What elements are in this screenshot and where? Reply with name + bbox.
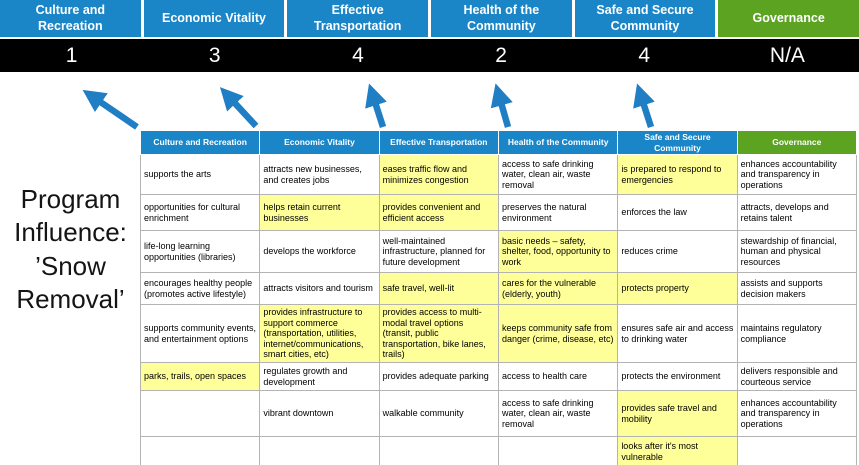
matrix-header-culture-and-recreation: Culture and Recreation (139, 130, 261, 155)
matrix-table: Culture and Recreation Economic Vitality E… (139, 130, 858, 465)
matrix-cell-r2c1: opportunities for cultural enrichment (139, 194, 261, 231)
matrix-row-6: parks, trails, open spaces regulates grow… (139, 362, 858, 392)
matrix-cell-r2c2: helps retain current businesses (259, 194, 380, 231)
matrix-row-4: encourages healthy people (promotes acti… (139, 272, 858, 305)
pillar-header-economic-vitality: Economic Vitality (143, 0, 285, 37)
matrix-cell-r8c6 (736, 436, 858, 465)
matrix-cell-r8c3 (378, 436, 499, 465)
matrix-cell-r3c4: basic needs – safety, shelter, food, opp… (497, 230, 619, 273)
influence-arrow-1 (82, 89, 139, 130)
matrix-cell-r4c6: assists and supports decision makers (736, 272, 858, 305)
matrix-cell-r4c3: safe travel, well-lit (378, 272, 499, 305)
matrix-cell-r2c5: enforces the law (617, 194, 738, 231)
matrix-cell-r7c4: access to safe drinking water, clean air… (497, 390, 619, 438)
matrix-row-3: life-long learning opportunities (librar… (139, 230, 858, 273)
program-influence-label: Program Influence: ’Snow Removal’ (14, 184, 127, 314)
matrix-row-5: supports community events, and entertain… (139, 303, 858, 364)
matrix-cell-r7c5: provides safe travel and mobility (617, 390, 738, 438)
matrix-cell-r5c2: provides infrastructure to support comme… (259, 303, 380, 364)
matrix-cell-r5c4: keeps community safe from danger (crime,… (497, 303, 619, 364)
matrix-cell-r7c6: enhances accountability and transparency… (736, 390, 858, 438)
matrix-cell-r1c1: supports the arts (139, 154, 261, 195)
matrix-cell-r6c2: regulates growth and development (259, 362, 380, 392)
influence-arrow-5 (633, 83, 655, 128)
matrix-header-effective-transportation: Effective Transportation (378, 130, 499, 155)
matrix-row-2: opportunities for cultural enrichment hel… (139, 194, 858, 231)
matrix-header-safe-and-secure-community: Safe and Secure Community (617, 130, 738, 155)
matrix-cell-r8c5: looks after it's most vulnerable (617, 436, 738, 465)
matrix-cell-r5c3: provides access to multi-modal travel op… (378, 303, 499, 364)
matrix-cell-r5c5: ensures safe air and access to drinking … (617, 303, 738, 364)
matrix-cell-r8c2 (259, 436, 380, 465)
matrix-cell-r6c4: access to health care (497, 362, 619, 392)
pillar-header-culture-and-recreation: Culture and Recreation (0, 0, 141, 37)
score-safe-and-secure-community: 4 (638, 43, 651, 67)
matrix-header-economic-vitality: Economic Vitality (259, 130, 380, 155)
matrix-cell-r3c2: develops the workforce (259, 230, 380, 273)
matrix-cell-r8c4 (497, 436, 619, 465)
pillar-header-row: Culture and Recreation Economic Vitality E… (0, 0, 859, 37)
matrix-cell-r6c3: provides adequate parking (378, 362, 499, 392)
matrix-cell-r5c1: supports community events, and entertain… (139, 303, 261, 364)
matrix-cell-r1c4: access to safe drinking water, clean air… (497, 154, 619, 195)
matrix-cell-r7c2: vibrant downtown (259, 390, 380, 438)
influence-arrow-4 (490, 83, 513, 128)
matrix-cell-r4c1: encourages healthy people (promotes acti… (139, 272, 261, 305)
score-governance: N/A (769, 43, 805, 67)
matrix-cell-r4c4: cares for the vulnerable (elderly, youth… (497, 272, 619, 305)
matrix-cell-r3c3: well-maintained infrastructure, planned … (378, 230, 499, 273)
matrix-cell-r3c1: life-long learning opportunities (librar… (139, 230, 261, 273)
matrix-cell-r7c1 (139, 390, 261, 438)
influence-arrow-3 (365, 83, 387, 128)
matrix-cell-r1c2: attracts new businesses, and creates job… (259, 154, 380, 195)
pillar-header-governance: Governance (718, 0, 859, 37)
matrix-cell-r2c6: attracts, develops and retains talent (736, 194, 858, 231)
matrix-row-8: looks after it's most vulnerable (139, 436, 858, 465)
matrix-cell-r7c3: walkable community (378, 390, 499, 438)
matrix-cell-r8c1 (139, 436, 261, 465)
matrix-cell-r1c3: eases traffic flow and minimizes congest… (378, 154, 499, 195)
matrix-header-governance: Governance (736, 130, 858, 155)
matrix-cell-r2c3: provides convenient and efficient access (378, 194, 499, 231)
score-row: 1 3 4 2 4 N/A (0, 39, 859, 72)
matrix-cell-r2c4: preserves the natural environment (497, 194, 619, 231)
matrix-header-row: Culture and Recreation Economic Vitality E… (139, 130, 858, 155)
score-culture-and-recreation: 1 (65, 43, 78, 67)
score-health-of-the-community: 2 (495, 43, 507, 67)
influence-matrix: Culture and Recreation Economic Vitality E… (139, 130, 858, 465)
score-economic-vitality: 3 (208, 43, 221, 67)
pillar-header-effective-transportation: Effective Transportation (287, 0, 428, 37)
matrix-row-1: supports the arts attracts new businesses… (139, 154, 858, 195)
score-effective-transportation: 4 (352, 43, 364, 67)
matrix-cell-r1c6: enhances accountability and transparency… (736, 154, 858, 195)
matrix-cell-r4c5: protects property (617, 272, 738, 305)
matrix-row-7: vibrant downtown walkable community access… (139, 390, 858, 438)
matrix-cell-r6c1: parks, trails, open spaces (139, 362, 261, 392)
matrix-header-health-of-the-community: Health of the Community (497, 130, 619, 155)
matrix-cell-r5c6: maintains regulatory compliance (736, 303, 858, 364)
influence-arrow-2 (219, 87, 259, 129)
matrix-cell-r6c6: delivers responsible and courteous servi… (736, 362, 858, 392)
matrix-cell-r3c5: reduces crime (617, 230, 738, 273)
matrix-cell-r4c2: attracts visitors and tourism (259, 272, 380, 305)
matrix-cell-r6c5: protects the environment (617, 362, 738, 392)
matrix-cell-r1c5: is prepared to respond to emergencies (617, 154, 738, 195)
pillar-header-safe-and-secure-community: Safe and Secure Community (574, 0, 716, 37)
pillar-header-health-of-the-community: Health of the Community (431, 0, 572, 37)
matrix-cell-r3c6: stewardship of financial, human and phys… (736, 230, 858, 273)
